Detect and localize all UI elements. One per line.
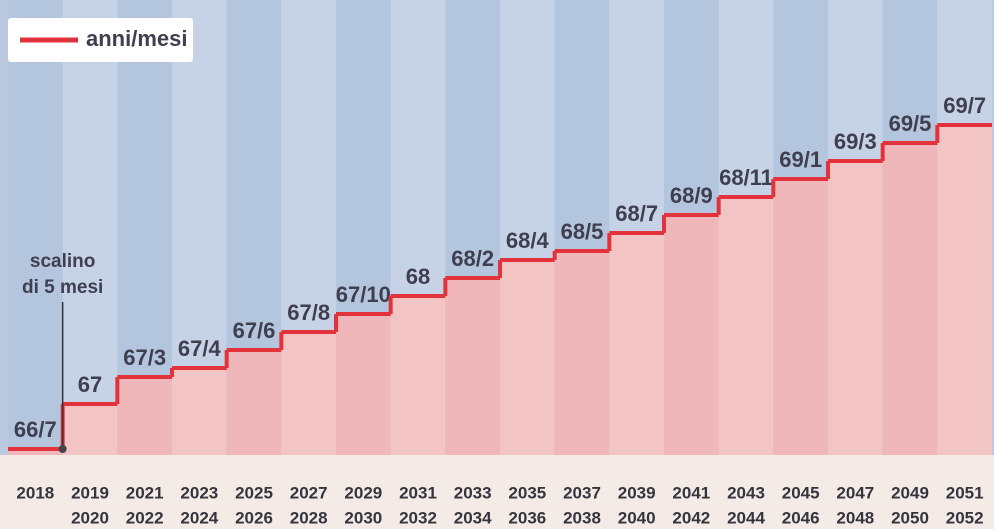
area [63, 404, 118, 455]
x-tick-label: 2030 [344, 508, 382, 527]
area [937, 125, 992, 455]
value-label: 68/4 [506, 228, 550, 253]
value-label: 68/5 [561, 219, 604, 244]
area [227, 350, 282, 455]
area [719, 197, 774, 455]
value-label: 67/8 [287, 300, 330, 325]
x-tick-label: 2019 [71, 483, 109, 502]
x-tick-label: 2038 [563, 508, 601, 527]
x-tick-label: 2028 [290, 508, 328, 527]
x-tick-label: 2031 [399, 483, 437, 502]
value-label: 68 [406, 264, 430, 289]
x-tick-label: 2035 [508, 483, 546, 502]
area [828, 161, 883, 455]
x-tick-label: 2025 [235, 483, 273, 502]
x-tick-label: 2047 [836, 483, 874, 502]
annotation-text: scalino [30, 251, 95, 272]
x-tick-label: 2040 [618, 508, 656, 527]
value-label: 66/7 [14, 417, 57, 442]
area [391, 296, 446, 455]
x-tick-label: 2051 [946, 483, 984, 502]
x-tick-label: 2027 [290, 483, 328, 502]
annotation-dot [59, 445, 67, 453]
x-tick-label: 2023 [180, 483, 218, 502]
x-tick-label: 2041 [672, 483, 710, 502]
value-label: 69/1 [779, 147, 822, 172]
x-tick-label: 2026 [235, 508, 273, 527]
column-shade [8, 0, 63, 455]
value-label: 67 [78, 372, 102, 397]
x-tick-label: 2024 [180, 508, 218, 527]
area [281, 332, 336, 455]
legend-label: anni/mesi [86, 26, 187, 51]
x-tick-label: 2036 [508, 508, 546, 527]
area [555, 251, 610, 455]
x-tick-label: 2045 [782, 483, 820, 502]
x-tick-label: 2018 [16, 483, 54, 502]
value-label: 68/2 [451, 246, 494, 271]
x-tick-label: 2033 [454, 483, 492, 502]
value-label: 67/10 [336, 282, 391, 307]
area [445, 278, 500, 455]
value-label: 69/7 [943, 93, 986, 118]
x-tick-label: 2021 [126, 483, 164, 502]
x-tick-label: 2043 [727, 483, 765, 502]
value-label: 68/7 [615, 201, 658, 226]
x-tick-label: 2034 [454, 508, 492, 527]
value-label: 68/11 [719, 165, 773, 190]
x-tick-label: 2029 [344, 483, 382, 502]
x-tick-label: 2048 [836, 508, 874, 527]
area [609, 233, 664, 455]
x-tick-label: 2046 [782, 508, 820, 527]
x-tick-label: 2050 [891, 508, 929, 527]
x-tick-label: 2052 [946, 508, 984, 527]
value-label: 69/3 [834, 129, 877, 154]
value-label: 69/5 [889, 111, 932, 136]
x-tick-label: 2039 [618, 483, 656, 502]
value-label: 67/6 [233, 318, 276, 343]
area [883, 143, 938, 455]
value-label: 67/4 [178, 336, 222, 361]
x-tick-label: 2044 [727, 508, 765, 527]
area [336, 314, 391, 455]
area [117, 377, 172, 455]
x-tick-label: 2020 [71, 508, 109, 527]
value-label: 68/9 [670, 183, 713, 208]
x-tick-label: 2049 [891, 483, 929, 502]
x-tick-label: 2022 [126, 508, 164, 527]
area [172, 368, 227, 455]
annotation-text: di 5 mesi [22, 277, 103, 298]
area [773, 179, 828, 455]
value-label: 67/3 [123, 345, 166, 370]
x-tick-label: 2037 [563, 483, 601, 502]
area [500, 260, 555, 455]
area [664, 215, 719, 455]
x-tick-label: 2042 [672, 508, 710, 527]
chart: 66/7 2018 67 2019 2020 67/3 2021 2022 67/4 2023 20… [0, 0, 994, 529]
x-tick-label: 2032 [399, 508, 437, 527]
